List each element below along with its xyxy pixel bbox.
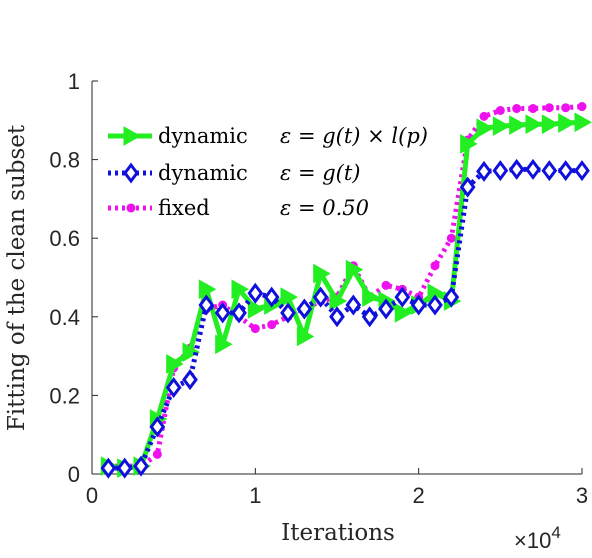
data-point	[313, 263, 331, 284]
data-point	[182, 369, 198, 391]
data-point	[557, 160, 574, 182]
data-point	[149, 416, 166, 438]
x-axis-exponent-power: 4	[551, 523, 560, 542]
axes: 0 1 2 3 0 0.2 0.4 0.6 0.8 1	[49, 69, 588, 508]
data-point	[430, 261, 440, 271]
legend-formula: ε = g(t)	[280, 161, 360, 185]
data-point	[247, 299, 266, 319]
data-point	[280, 302, 296, 324]
legend-marker	[123, 162, 139, 184]
data-point	[381, 280, 391, 290]
x-tick-label: 0	[86, 483, 98, 508]
data-point	[460, 134, 478, 154]
data-point	[394, 286, 411, 308]
legend: dynamic ε = g(t) × l(p) dynamic ε = g(t) fix…	[108, 124, 428, 220]
data-point	[574, 112, 592, 133]
data-point	[215, 334, 233, 355]
y-tick-label: 0	[68, 462, 80, 487]
data-point	[133, 455, 149, 477]
data-point	[476, 118, 495, 139]
data-point	[345, 259, 364, 280]
x-tick-label: 2	[413, 483, 425, 508]
data-point	[508, 158, 525, 180]
legend-marker	[126, 203, 136, 213]
data-point	[329, 291, 348, 311]
data-point	[476, 160, 492, 182]
legend-entry-2: fixed ε = 0.50	[108, 196, 369, 220]
legend-label: dynamic	[158, 124, 248, 148]
legend-formula: ε = g(t) × l(p)	[280, 124, 428, 148]
data-point	[541, 160, 558, 182]
data-point	[394, 303, 413, 323]
data-point	[528, 104, 538, 114]
data-point	[329, 306, 345, 328]
data-point	[459, 176, 476, 198]
data-point	[492, 160, 509, 182]
y-tick-label: 0.6	[49, 226, 80, 251]
data-point	[165, 377, 182, 399]
data-point	[443, 286, 460, 308]
series-0	[100, 112, 592, 478]
data-point	[362, 287, 380, 308]
data-point	[247, 282, 264, 304]
y-axis-title: Fitting of the clean subset	[4, 124, 30, 431]
data-point	[214, 302, 231, 324]
data-point	[231, 279, 250, 300]
data-point	[280, 287, 299, 308]
data-point	[544, 103, 554, 113]
data-point	[495, 105, 505, 115]
data-point	[100, 457, 117, 479]
data-point	[231, 302, 247, 324]
data-point	[296, 326, 315, 347]
data-point	[345, 294, 362, 316]
data-point	[152, 449, 162, 459]
legend-label: dynamic	[158, 161, 248, 185]
data-point	[512, 104, 522, 114]
legend-marker	[123, 126, 142, 146]
y-tick-label: 1	[68, 69, 80, 94]
data-point	[263, 286, 280, 308]
data-point	[577, 102, 587, 112]
data-point	[525, 114, 544, 135]
data-point	[250, 324, 260, 334]
data-point	[198, 279, 217, 300]
series-layer	[100, 102, 592, 479]
data-point	[561, 103, 571, 113]
data-point	[558, 113, 576, 133]
data-point	[378, 298, 394, 320]
data-point	[410, 294, 427, 316]
x-axis-title: Iterations	[281, 520, 395, 546]
data-point	[296, 298, 313, 320]
data-point	[182, 342, 201, 363]
x-axis-exponent: ×104	[514, 523, 561, 553]
data-point	[479, 111, 489, 121]
data-point	[361, 306, 378, 328]
data-point	[427, 294, 443, 316]
data-point	[198, 294, 215, 316]
data-point	[312, 286, 329, 308]
series-1	[100, 158, 590, 479]
data-point	[541, 114, 560, 135]
y-tick-label: 0.2	[49, 383, 80, 408]
legend-formula: ε = 0.50	[280, 196, 369, 220]
data-point	[166, 354, 184, 374]
y-tick-label: 0.4	[49, 305, 80, 330]
legend-entry-0: dynamic ε = g(t) × l(p)	[108, 124, 428, 148]
data-point	[509, 115, 527, 135]
data-point	[446, 233, 456, 243]
data-point	[525, 158, 541, 180]
data-point	[492, 116, 511, 137]
data-point	[116, 457, 133, 479]
x-tick-label: 1	[249, 483, 261, 508]
x-axis-exponent-base: ×10	[514, 528, 551, 553]
y-tick-label: 0.8	[49, 148, 80, 173]
legend-entry-1: dynamic ε = g(t)	[108, 161, 360, 185]
data-point	[267, 320, 277, 330]
x-tick-label: 3	[576, 483, 588, 508]
legend-label: fixed	[158, 196, 210, 220]
data-point	[574, 160, 590, 182]
